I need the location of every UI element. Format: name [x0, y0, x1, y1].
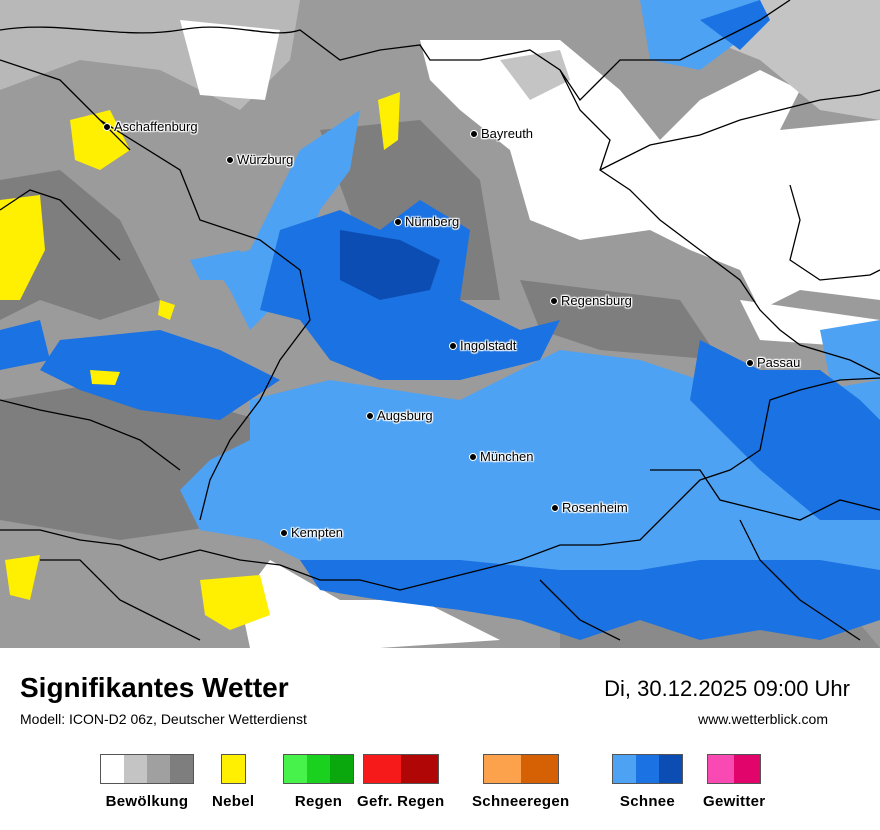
city-dot [470, 129, 478, 138]
city-regensburg: Regensburg [550, 293, 632, 308]
city-label: Aschaffenburg [114, 119, 198, 134]
legend-label: Nebel [212, 793, 255, 810]
legend-swatch [707, 754, 762, 784]
city-label: Würzburg [237, 152, 294, 167]
city-dot [746, 358, 754, 367]
weather-map-graphic [0, 0, 880, 648]
city-label: Ingolstadt [460, 338, 517, 353]
city-label: München [480, 449, 534, 464]
legend-snow: Schnee [612, 754, 683, 810]
city-label: Passau [757, 355, 801, 370]
legend-label: Regen [294, 793, 343, 810]
city-label: Regensburg [561, 293, 632, 308]
city-muenchen: München [469, 449, 533, 464]
legend: Bewölkung Nebel Regen Gefr. Regen Schnee… [0, 754, 880, 824]
legend-swatch [220, 754, 246, 784]
legend-fog: Nebel [212, 754, 254, 810]
city-passau: Passau [746, 355, 800, 370]
city-ingolstadt: Ingolstadt [449, 338, 516, 353]
city-dot [280, 528, 288, 537]
weather-map: Aschaffenburg Würzburg Bayreuth Nürnberg… [0, 0, 880, 648]
city-label: Rosenheim [562, 500, 628, 515]
legend-sleet: Schneeregen [472, 754, 570, 810]
legend-swatch [612, 754, 683, 784]
legend-clouds: Bewölkung [100, 754, 194, 810]
legend-label: Gefr. Regen [357, 793, 445, 810]
city-dot [449, 341, 457, 350]
city-dot [469, 452, 477, 461]
city-kempten: Kempten [280, 525, 343, 540]
city-rosenheim: Rosenheim [551, 500, 628, 515]
city-dot [226, 155, 234, 164]
legend-thunderstorm: Gewitter [703, 754, 765, 810]
city-label: Bayreuth [481, 126, 534, 141]
legend-label: Schneeregen [472, 793, 570, 810]
legend-label: Bewölkung [105, 793, 189, 810]
forecast-datetime: Di, 30.12.2025 09:00 Uhr [604, 676, 850, 701]
city-label: Nürnberg [405, 214, 460, 229]
city-label: Kempten [291, 525, 344, 540]
city-dot [103, 122, 111, 131]
city-aschaffenburg: Aschaffenburg [103, 119, 198, 134]
legend-swatch [362, 754, 439, 784]
city-label: Augsburg [377, 408, 433, 423]
legend-swatch [482, 754, 559, 784]
city-wuerzburg: Würzburg [226, 152, 293, 167]
legend-swatch [283, 754, 354, 784]
legend-label: Gewitter [703, 793, 766, 810]
city-dot [366, 411, 374, 420]
website-link[interactable]: www.wetterblick.com [698, 711, 828, 727]
city-nuernberg: Nürnberg [394, 214, 459, 229]
city-bayreuth: Bayreuth [470, 126, 533, 141]
legend-label: Schnee [619, 793, 676, 810]
legend-rain: Regen [283, 754, 354, 810]
model-info: Modell: ICON-D2 06z, Deutscher Wetterdie… [20, 711, 307, 727]
legend-swatch [100, 754, 194, 784]
footer: Signifikantes Wetter Modell: ICON-D2 06z… [0, 648, 880, 830]
city-dot [394, 217, 402, 226]
city-dot [550, 296, 558, 305]
city-augsburg: Augsburg [366, 408, 433, 423]
map-title: Signifikantes Wetter [20, 672, 289, 703]
legend-freezing-rain: Gefr. Regen [357, 754, 445, 810]
city-dot [551, 503, 559, 512]
